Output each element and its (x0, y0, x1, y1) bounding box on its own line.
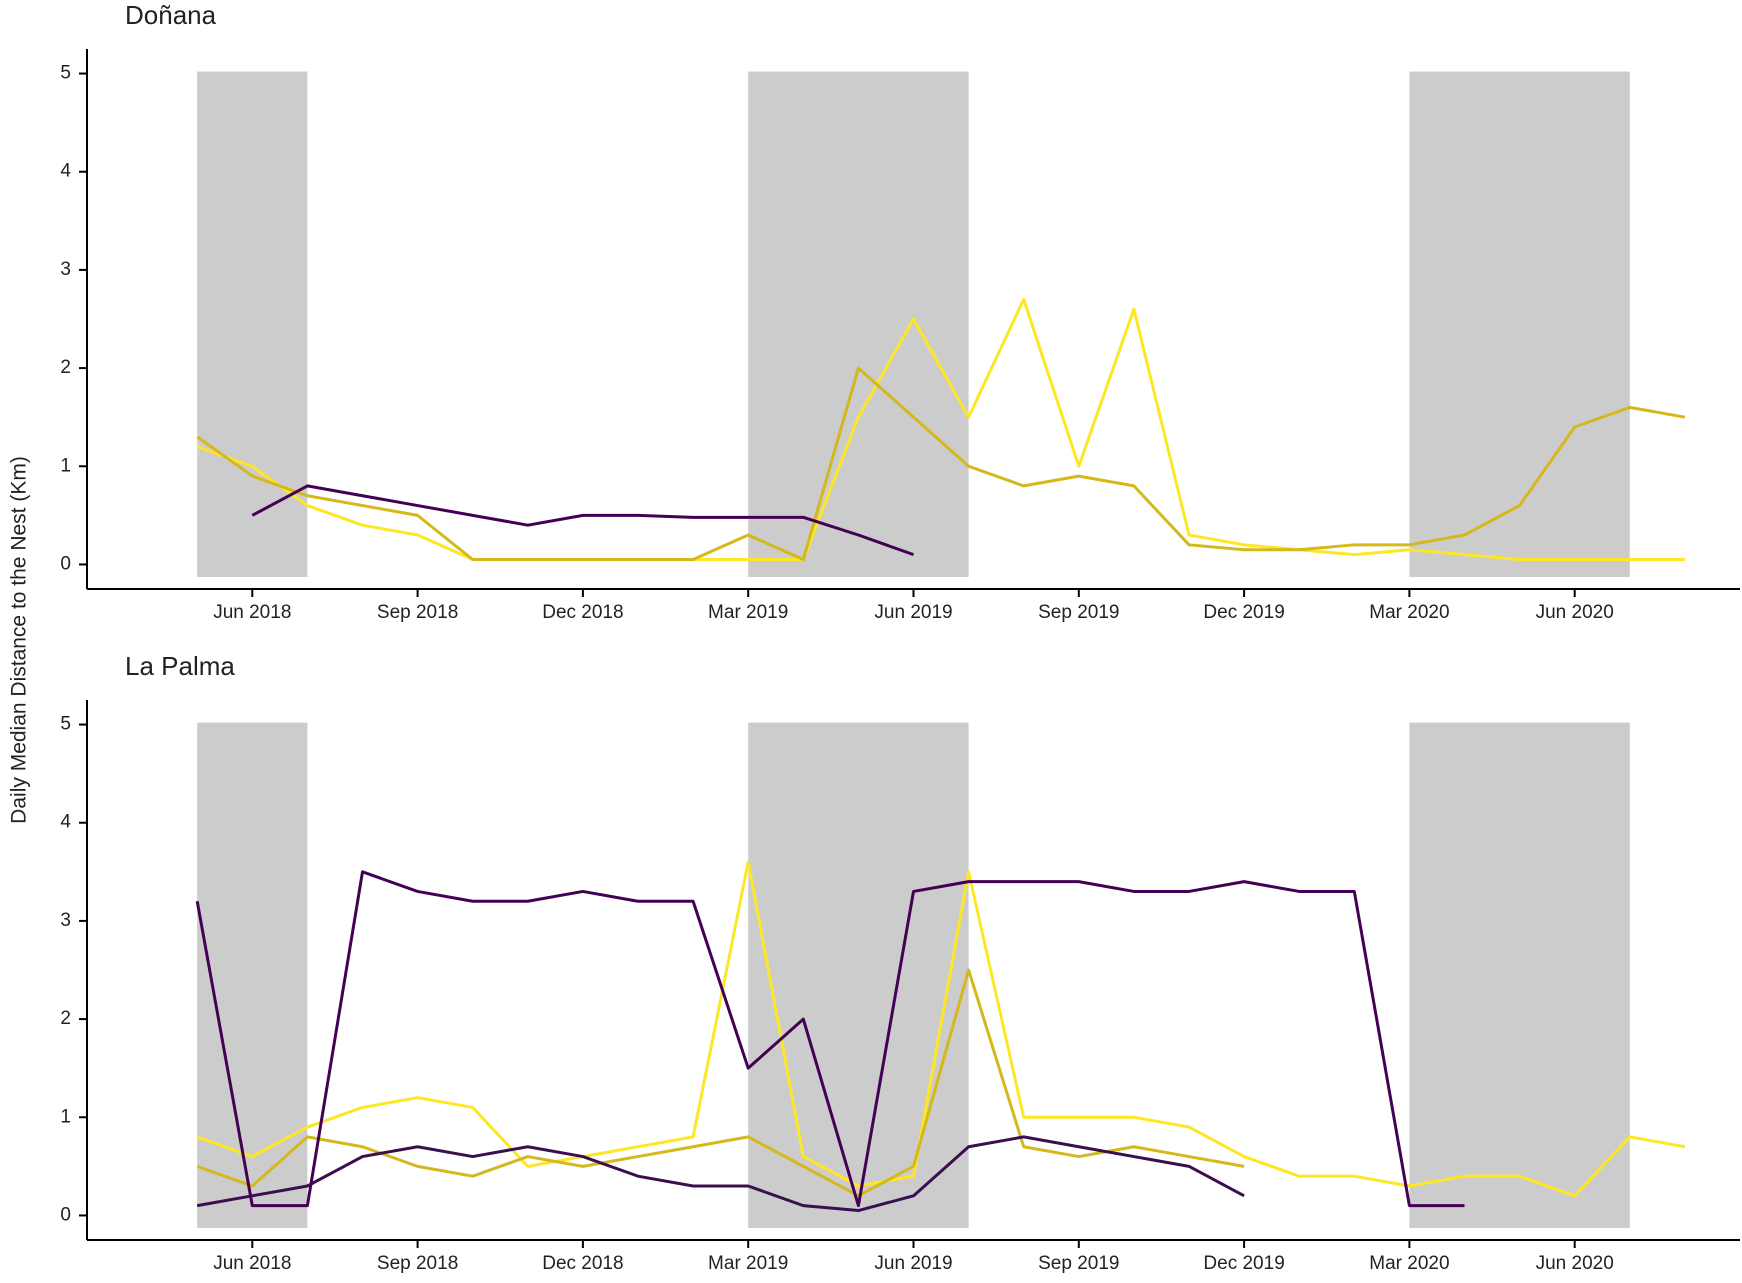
x-tick-label: Sep 2018 (377, 1253, 458, 1274)
y-tick-label: 5 (60, 714, 71, 735)
x-tick-label: Sep 2019 (1038, 602, 1119, 623)
y-tick-label: 3 (60, 259, 71, 280)
x-tick-label: Mar 2019 (708, 1253, 788, 1274)
x-tick-label: Jun 2020 (1536, 602, 1614, 623)
x-tick-label: Jun 2019 (874, 1253, 952, 1274)
y-tick-label: 0 (60, 553, 71, 574)
y-tick-label: 2 (60, 1008, 71, 1029)
x-tick-label: Sep 2018 (377, 602, 458, 623)
x-tick-label: Dec 2019 (1203, 1253, 1284, 1274)
y-tick-label: 1 (60, 455, 71, 476)
y-tick-label: 2 (60, 357, 71, 378)
y-tick-label: 4 (60, 812, 71, 833)
shaded-period (197, 71, 308, 577)
x-tick-label: Mar 2019 (708, 602, 788, 623)
series-line (195, 870, 1465, 1208)
shaded-period (748, 71, 969, 577)
panel-title: La Palma (125, 651, 235, 681)
series-line (196, 297, 1685, 562)
x-tick-label: Dec 2018 (542, 602, 623, 623)
series-line (196, 1135, 1245, 1213)
x-tick-label: Jun 2020 (1536, 1253, 1614, 1274)
x-tick-label: Mar 2020 (1369, 1253, 1449, 1274)
x-tick-label: Sep 2019 (1038, 1253, 1119, 1274)
y-tick-label: 3 (60, 910, 71, 931)
y-tick-label: 5 (60, 63, 71, 84)
shaded-period (1409, 722, 1630, 1228)
x-tick-label: Dec 2019 (1203, 602, 1284, 623)
y-tick-label: 1 (60, 1106, 71, 1127)
y-tick-label: 4 (60, 161, 71, 182)
panel-title: Doñana (125, 0, 217, 30)
shaded-period (748, 722, 969, 1228)
y-axis-label: Daily Median Distance to the Nest (Km) (8, 456, 31, 824)
series-line (196, 860, 1686, 1198)
series-line (251, 484, 915, 557)
x-tick-label: Dec 2018 (542, 1253, 623, 1274)
x-tick-label: Mar 2020 (1369, 602, 1449, 623)
x-tick-label: Jun 2018 (213, 602, 291, 623)
shaded-period (1409, 71, 1630, 577)
x-tick-label: Jun 2019 (874, 602, 952, 623)
series-line (196, 366, 1686, 562)
y-tick-label: 0 (60, 1204, 71, 1225)
series-line (196, 968, 1245, 1198)
x-tick-label: Jun 2018 (213, 1253, 291, 1274)
